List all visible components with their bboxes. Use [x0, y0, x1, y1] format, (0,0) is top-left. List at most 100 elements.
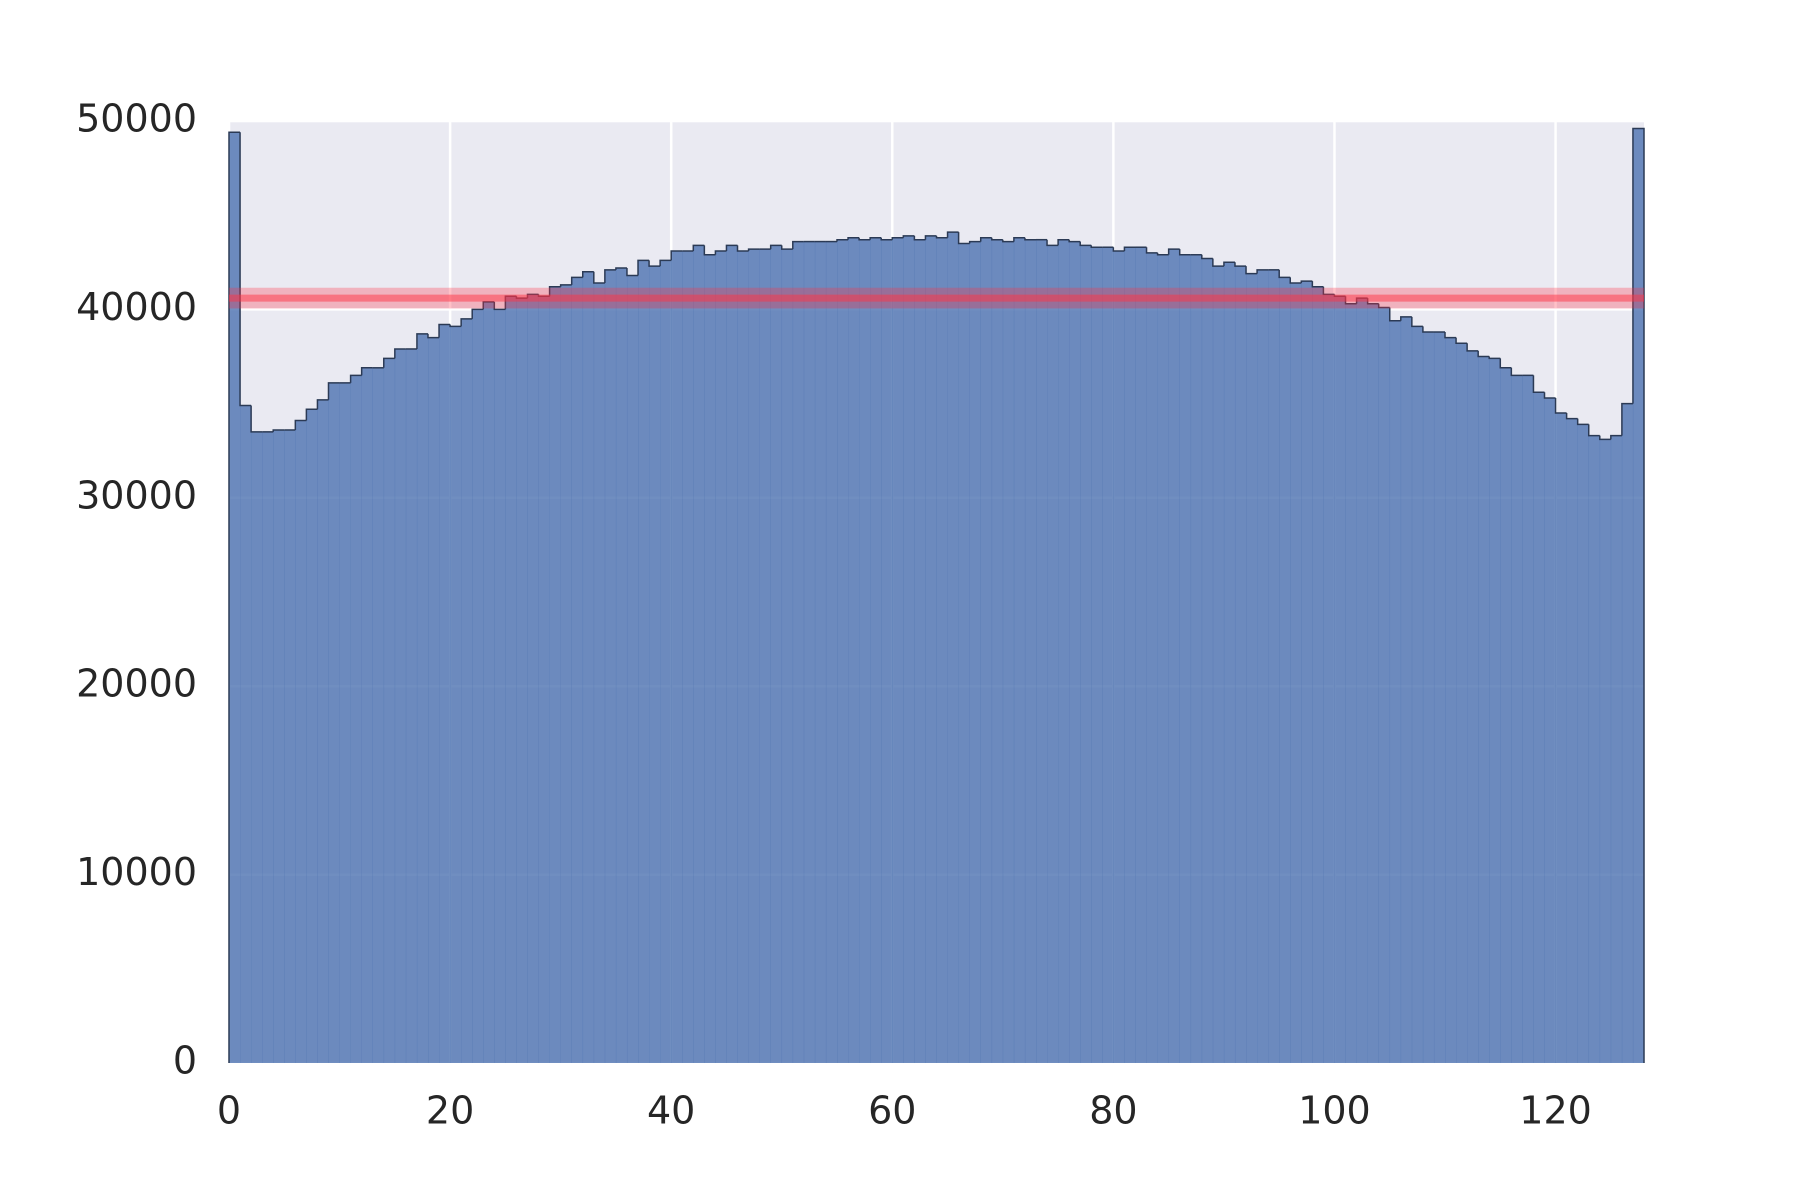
bin	[759, 249, 771, 1063]
bin	[1422, 332, 1435, 1063]
bin-edge	[327, 382, 340, 400]
bin-edge	[604, 269, 616, 284]
bin-edge	[847, 237, 860, 240]
bin-edge	[1444, 332, 1457, 339]
bin-edge	[593, 271, 605, 284]
bin	[925, 235, 937, 1063]
bin	[394, 348, 407, 1063]
bin-edge	[880, 237, 893, 241]
y-tick-label: 0	[173, 1039, 197, 1083]
x-tick-label: 80	[1089, 1089, 1137, 1133]
bin	[450, 326, 462, 1064]
bin-edge	[1167, 248, 1180, 255]
bin-edge	[1377, 303, 1390, 309]
bin	[1411, 326, 1424, 1064]
bin-edge	[548, 286, 561, 297]
bin	[1599, 439, 1612, 1063]
bin-edge	[836, 238, 849, 242]
bin-edge	[1466, 343, 1479, 352]
bin	[671, 250, 683, 1064]
bin-edge	[703, 245, 716, 256]
bin-edge	[1388, 307, 1401, 322]
bin-edge	[1256, 269, 1269, 274]
bin	[638, 260, 650, 1063]
bin	[1035, 239, 1048, 1063]
bin	[1367, 303, 1379, 1063]
bin	[1013, 237, 1026, 1064]
bin	[383, 358, 396, 1063]
bin-edge	[902, 235, 915, 238]
bin	[1621, 403, 1634, 1064]
bin-edge	[1300, 280, 1313, 284]
y-tick-label: 50000	[76, 97, 197, 141]
bin-edge	[250, 405, 263, 433]
bin-edge	[1068, 239, 1081, 243]
bin	[1257, 269, 1269, 1063]
bin-edge	[1234, 262, 1247, 267]
bin-edge	[383, 357, 395, 368]
bin	[781, 249, 794, 1063]
bin	[1489, 358, 1501, 1063]
bin-edge	[1554, 397, 1567, 414]
bin	[1555, 413, 1567, 1063]
x-tick-label: 60	[868, 1089, 916, 1133]
bin-edge	[924, 235, 937, 240]
bin	[1290, 283, 1302, 1063]
bin	[361, 367, 374, 1064]
bin-edge	[570, 276, 583, 285]
bin	[859, 239, 871, 1063]
bin	[814, 241, 827, 1064]
bin-edge	[747, 248, 760, 251]
bin	[1400, 316, 1413, 1063]
bin	[1080, 245, 1092, 1063]
bin	[505, 296, 517, 1063]
bin-edge	[1455, 337, 1468, 345]
bin-edge	[482, 301, 495, 310]
bin	[1433, 332, 1446, 1063]
bin-edge	[991, 237, 1003, 241]
bin	[704, 254, 716, 1063]
bin	[1002, 241, 1015, 1064]
bin-edge	[946, 231, 959, 238]
bin	[870, 237, 882, 1064]
bin	[604, 269, 617, 1063]
bin-edge	[769, 244, 782, 250]
bin	[1456, 343, 1468, 1063]
bin-edge	[294, 419, 307, 430]
bin	[1577, 424, 1590, 1064]
bin	[1124, 247, 1136, 1063]
bin-edge	[1002, 239, 1014, 243]
bin	[626, 275, 639, 1063]
bin	[1279, 277, 1291, 1063]
bin-edge	[449, 324, 462, 328]
bin-edge	[1610, 434, 1622, 440]
bin	[461, 318, 473, 1063]
y-tick-label: 30000	[76, 473, 197, 517]
bin-edge	[725, 244, 738, 251]
bin-edge	[1057, 238, 1070, 246]
bin-edge	[1543, 392, 1556, 399]
bin	[251, 431, 263, 1063]
x-tick-label: 40	[647, 1089, 695, 1133]
bin-edge	[1411, 316, 1423, 328]
bin-edge	[438, 323, 451, 338]
bin	[1135, 247, 1147, 1063]
bin	[1047, 245, 1059, 1063]
bin-edge	[736, 245, 749, 252]
bin	[582, 271, 595, 1064]
bin-edge	[305, 408, 318, 421]
bin-edge	[1278, 269, 1291, 279]
bin	[991, 239, 1004, 1063]
bin	[1610, 435, 1623, 1063]
bin-edge	[1178, 249, 1191, 256]
bin	[1113, 250, 1125, 1064]
bin	[660, 260, 672, 1063]
bin	[737, 250, 749, 1064]
bin-edge	[858, 237, 871, 241]
bin	[571, 277, 584, 1063]
bin	[1445, 337, 1457, 1063]
bin-edge	[1632, 127, 1645, 1063]
bin-edge	[1400, 316, 1412, 321]
bin-edge	[913, 235, 926, 241]
bin	[1533, 392, 1545, 1063]
